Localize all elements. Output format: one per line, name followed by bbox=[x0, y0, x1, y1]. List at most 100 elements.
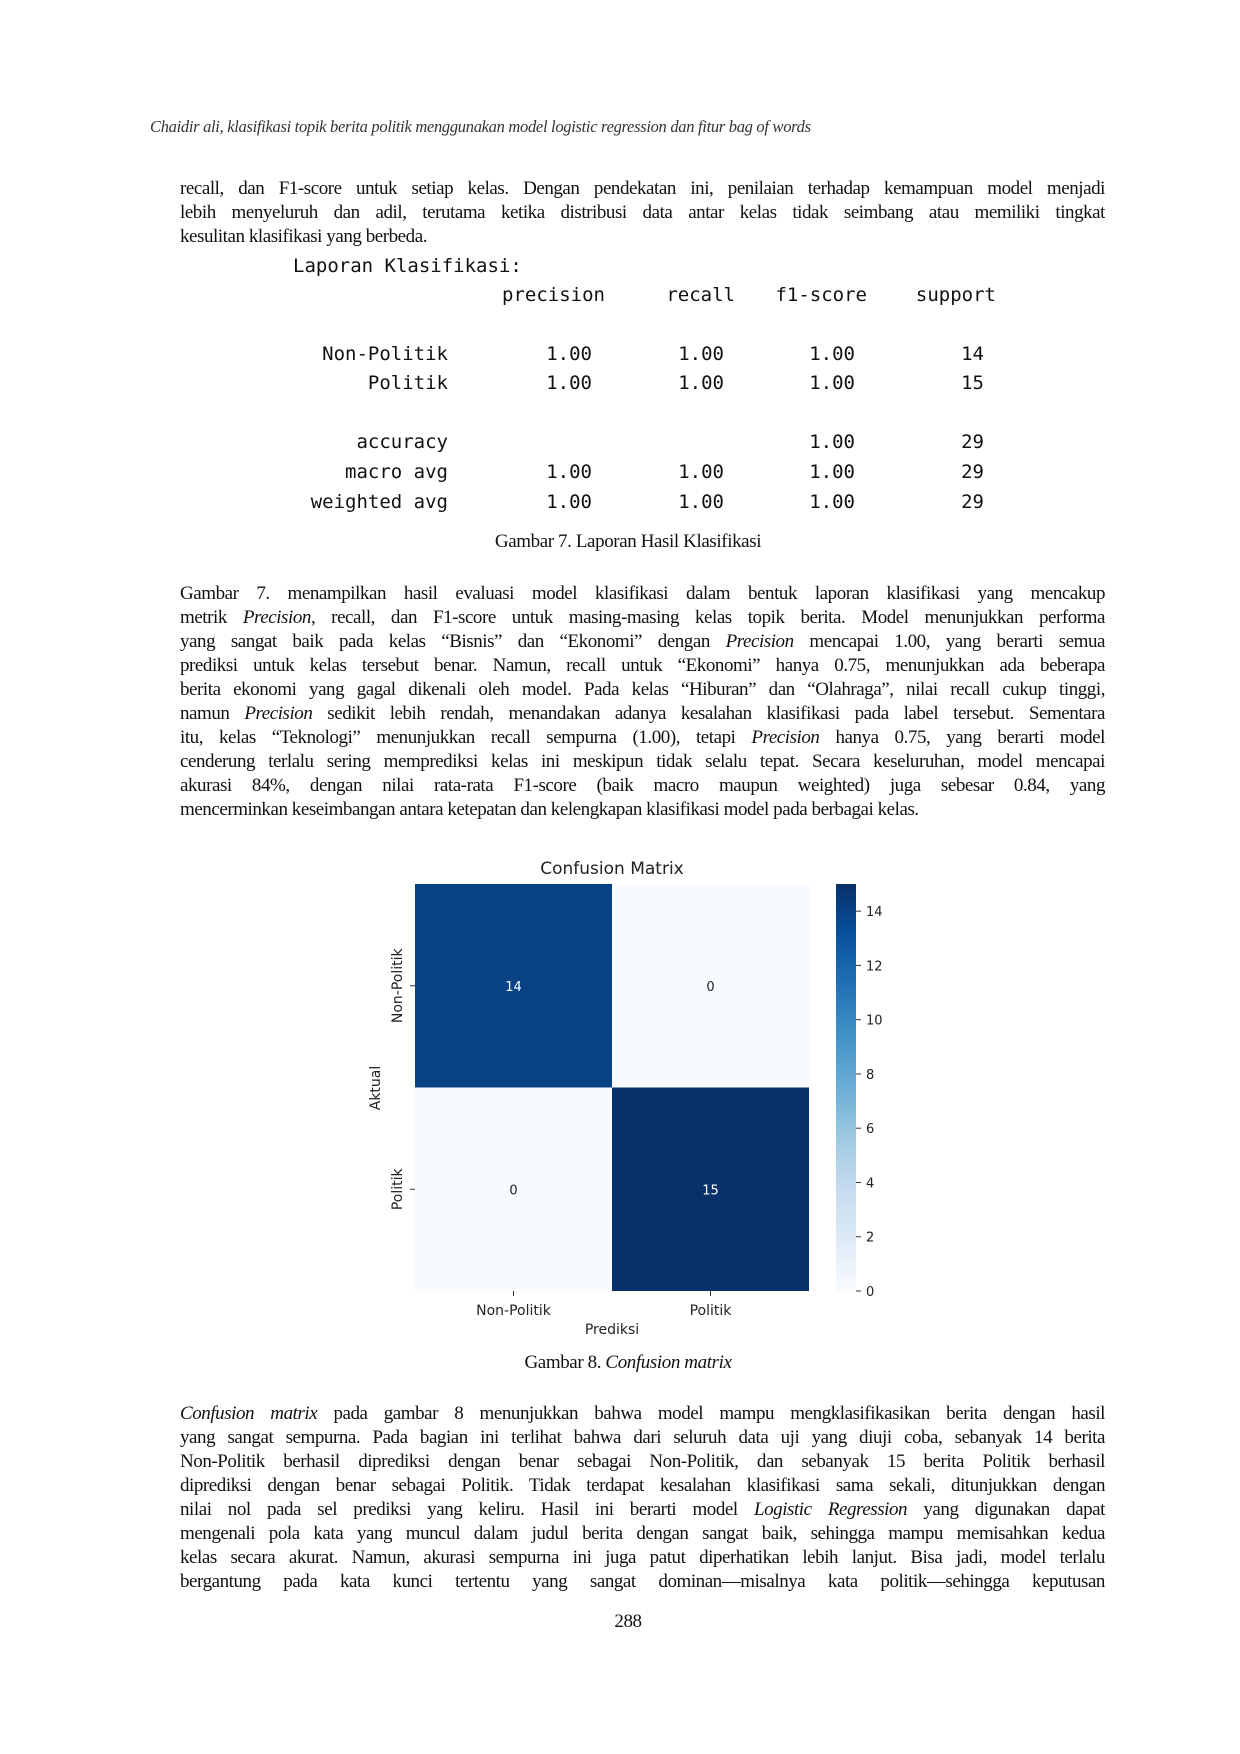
text-line: itu, kelas “Teknologi” menunjukkan recal… bbox=[180, 726, 1105, 750]
colorbar-tick-label: 8 bbox=[866, 1068, 874, 1083]
text-segment: diprediksi dengan benar sebagai Politik.… bbox=[180, 1475, 1105, 1496]
x-tick-label: Non-Politik bbox=[476, 1303, 552, 1319]
figure8-caption-prefix: Gambar 8. bbox=[524, 1352, 606, 1373]
page-number: 288 bbox=[614, 1611, 642, 1632]
colorbar-tick-label: 2 bbox=[866, 1231, 874, 1246]
heatmap-cell bbox=[415, 884, 612, 1088]
intro-paragraph: recall, dan F1-score untuk setiap kelas.… bbox=[180, 177, 1105, 249]
report-row-label: accuracy bbox=[356, 431, 448, 453]
text-segment: nilai nol pada sel prediksi yang keliru.… bbox=[180, 1499, 754, 1520]
report-cell: 1.00 bbox=[546, 343, 592, 365]
text-segment: yang sangat sempurna. Pada bagian ini te… bbox=[180, 1427, 1105, 1448]
report-title: Laporan Klasifikasi: bbox=[293, 255, 522, 277]
report-cell: 1.00 bbox=[809, 491, 855, 513]
report-cell: 1.00 bbox=[678, 343, 724, 365]
text-segment: sedikit lebih rendah, menandakan adanya … bbox=[312, 703, 1105, 724]
heatmap-cell bbox=[612, 884, 809, 1088]
paragraph-fig7: Gambar 7. menampilkan hasil evaluasi mod… bbox=[180, 582, 1105, 822]
text-line: Confusion matrix pada gambar 8 menunjukk… bbox=[180, 1402, 1105, 1426]
text-segment: berita ekonomi yang gagal dikenali oleh … bbox=[180, 679, 1105, 700]
text-segment: bergantung pada kata kunci tertentu yang… bbox=[180, 1571, 1105, 1592]
text-line: diprediksi dengan benar sebagai Politik.… bbox=[180, 1474, 1105, 1498]
text-line: lebih menyeluruh dan adil, terutama keti… bbox=[180, 201, 1105, 225]
text-line: prediksi untuk kelas tersebut benar. Nam… bbox=[180, 654, 1105, 678]
colorbar bbox=[836, 884, 856, 1291]
text-segment: kesulitan klasifikasi yang berbeda. bbox=[180, 226, 428, 247]
report-row-label: weighted avg bbox=[310, 491, 448, 513]
italic-term: Precision bbox=[725, 631, 795, 652]
cell-annotation: 0 bbox=[509, 1183, 517, 1198]
cell-annotation: 15 bbox=[702, 1183, 719, 1198]
cell-annotation: 14 bbox=[505, 980, 522, 995]
report-header: support bbox=[915, 284, 996, 306]
report-row-label: Non-Politik bbox=[322, 343, 448, 365]
y-axis-label: Aktual bbox=[368, 1066, 384, 1111]
report-cell: 29 bbox=[961, 491, 984, 513]
text-line: yang sangat baik pada kelas “Bisnis” dan… bbox=[180, 630, 1105, 654]
heatmap-cell bbox=[612, 1087, 809, 1291]
report-cell: 15 bbox=[961, 372, 984, 394]
text-line: cenderung terlalu sering memprediksi kel… bbox=[180, 750, 1105, 774]
colorbar-tick-label: 6 bbox=[866, 1122, 874, 1137]
report-cell: 1.00 bbox=[678, 491, 724, 513]
report-cell: 1.00 bbox=[809, 343, 855, 365]
text-line: yang sangat sempurna. Pada bagian ini te… bbox=[180, 1426, 1105, 1450]
text-line: kesulitan klasifikasi yang berbeda. bbox=[180, 225, 1105, 249]
text-segment: hanya 0.75, yang berarti model bbox=[819, 727, 1105, 748]
colorbar-tick-label: 0 bbox=[866, 1285, 874, 1300]
text-segment: kelas secara akurat. Namun, akurasi semp… bbox=[180, 1547, 1105, 1568]
italic-term: Precision bbox=[244, 703, 313, 724]
report-cell: 1.00 bbox=[678, 461, 724, 483]
text-line: recall, dan F1-score untuk setiap kelas.… bbox=[180, 177, 1105, 201]
report-header: f1-score bbox=[775, 284, 867, 306]
figure8-caption-italic: Confusion matrix bbox=[605, 1352, 732, 1373]
text-line: bergantung pada kata kunci tertentu yang… bbox=[180, 1570, 1105, 1594]
italic-term: Logistic Regression bbox=[753, 1499, 908, 1520]
text-segment: itu, kelas “Teknologi” menunjukkan recal… bbox=[180, 727, 752, 748]
italic-term: Confusion matrix bbox=[180, 1403, 318, 1424]
report-cell: 1.00 bbox=[809, 431, 855, 453]
y-tick-label: Politik bbox=[390, 1167, 406, 1210]
text-segment: mengenali pola kata yang muncul dalam ju… bbox=[180, 1523, 1105, 1544]
text-line: Gambar 7. menampilkan hasil evaluasi mod… bbox=[180, 582, 1105, 606]
text-line: mencerminkan keseimbangan antara ketepat… bbox=[180, 798, 1105, 822]
text-segment: yang digunakan dapat bbox=[907, 1499, 1105, 1520]
text-segment: mencapai 1.00, yang berarti semua bbox=[793, 631, 1105, 652]
paragraph-fig8: Confusion matrix pada gambar 8 menunjukk… bbox=[180, 1402, 1105, 1594]
report-cell: 14 bbox=[961, 343, 984, 365]
colorbar-tick-label: 12 bbox=[866, 959, 883, 974]
text-line: akurasi 84%, dengan nilai rata-rata F1-s… bbox=[180, 774, 1105, 798]
cell-annotation: 0 bbox=[706, 980, 714, 995]
report-header: recall bbox=[666, 284, 735, 306]
text-line: berita ekonomi yang gagal dikenali oleh … bbox=[180, 678, 1105, 702]
y-tick-label: Non-Politik bbox=[390, 947, 406, 1023]
report-cell: 1.00 bbox=[678, 372, 724, 394]
colorbar-tick-label: 14 bbox=[866, 905, 883, 920]
running-head: Chaidir ali, klasifikasi topik berita po… bbox=[150, 117, 811, 136]
text-segment: mencerminkan keseimbangan antara ketepat… bbox=[180, 799, 919, 820]
text-segment: lebih menyeluruh dan adil, terutama keti… bbox=[180, 202, 1105, 223]
text-segment: pada gambar 8 menunjukkan bahwa model ma… bbox=[317, 1403, 1105, 1424]
colorbar-tick-label: 10 bbox=[866, 1014, 883, 1029]
text-segment: cenderung terlalu sering memprediksi kel… bbox=[180, 751, 1105, 772]
report-row-label: macro avg bbox=[345, 461, 448, 483]
text-segment: Gambar 7. menampilkan hasil evaluasi mod… bbox=[180, 583, 1105, 604]
text-segment: , recall, dan F1-score untuk masing-masi… bbox=[310, 607, 1106, 628]
colorbar-tick-label: 4 bbox=[866, 1176, 874, 1191]
text-segment: recall, dan F1-score untuk setiap kelas.… bbox=[180, 178, 1105, 199]
report-header: precision bbox=[502, 284, 605, 306]
text-line: metrik Precision, recall, dan F1-score u… bbox=[180, 606, 1105, 630]
italic-term: Precision bbox=[242, 607, 312, 628]
text-line: nilai nol pada sel prediksi yang keliru.… bbox=[180, 1498, 1105, 1522]
figure8-caption: Gambar 8. Confusion matrix bbox=[0, 1352, 1240, 1374]
report-cell: 1.00 bbox=[809, 372, 855, 394]
x-tick-label: Politik bbox=[690, 1303, 733, 1319]
report-cell: 1.00 bbox=[546, 491, 592, 513]
heatmap-cell bbox=[415, 1087, 612, 1291]
text-segment: prediksi untuk kelas tersebut benar. Nam… bbox=[180, 655, 1105, 676]
report-cell: 1.00 bbox=[809, 461, 855, 483]
text-line: mengenali pola kata yang muncul dalam ju… bbox=[180, 1522, 1105, 1546]
italic-term: Precision bbox=[751, 727, 820, 748]
text-line: kelas secara akurat. Namun, akurasi semp… bbox=[180, 1546, 1105, 1570]
report-row-label: Politik bbox=[367, 372, 448, 394]
